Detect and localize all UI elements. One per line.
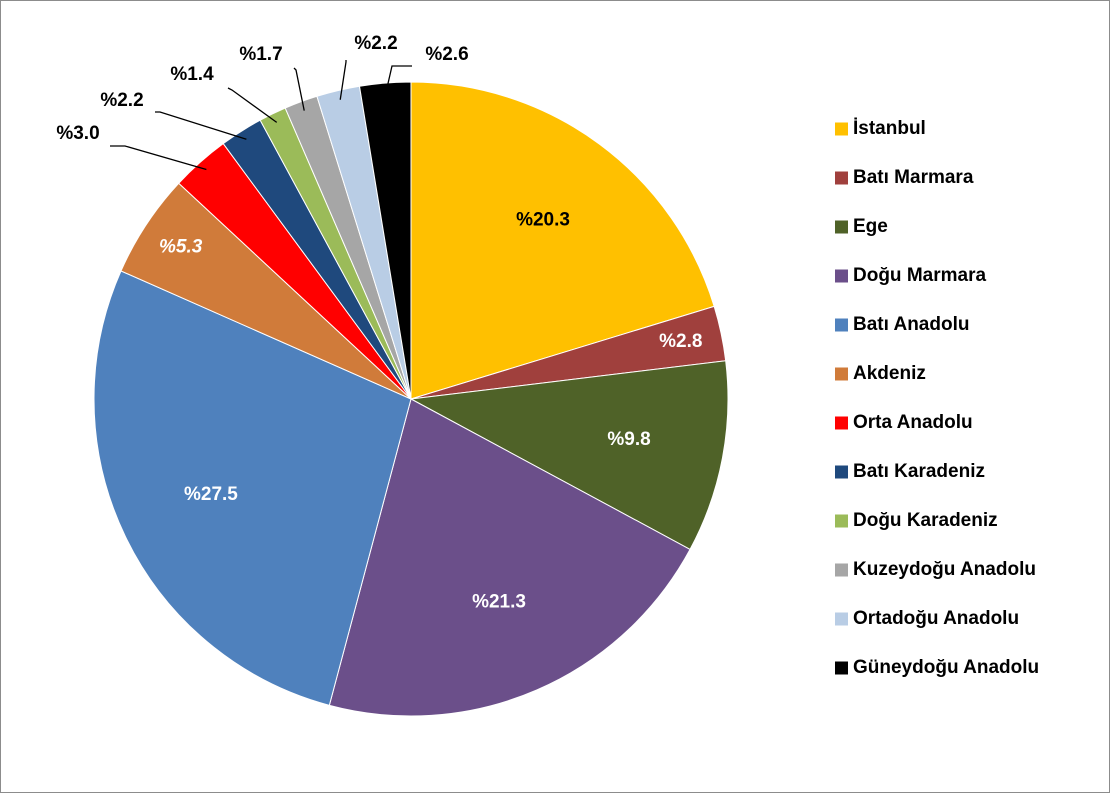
data-label: %9.8 (607, 429, 650, 450)
legend-swatch (835, 416, 848, 430)
data-label: %1.4 (170, 64, 214, 85)
legend-label: Doğu Karadeniz (853, 510, 998, 531)
pie-slice (410, 81, 715, 400)
legend-swatch (835, 612, 848, 626)
legend-swatch (835, 171, 848, 185)
data-label: %5.3 (159, 236, 203, 257)
legend-label: Orta Anadolu (853, 412, 973, 433)
pie-slice (93, 270, 412, 706)
leader-line (339, 60, 347, 100)
legend-swatch (835, 514, 848, 528)
legend-label: Ortadoğu Anadolu (853, 608, 1019, 629)
legend-label: Akdeniz (853, 363, 926, 384)
data-label: %21.3 (472, 592, 526, 613)
legend-label: İstanbul (853, 118, 926, 139)
data-label: %1.7 (239, 44, 282, 65)
data-label: %27.5 (184, 484, 238, 505)
legend-swatch (835, 220, 848, 234)
legend-label: Kuzeydoğu Anadolu (853, 559, 1036, 580)
pie-slice (328, 398, 691, 717)
legend-swatch (835, 563, 848, 577)
leader-line (155, 111, 247, 140)
data-label: %3.0 (56, 123, 99, 144)
legend-label: Doğu Marmara (853, 265, 986, 286)
data-label: %2.2 (100, 90, 143, 111)
legend-swatch (835, 661, 848, 675)
legend-label: Batı Karadeniz (853, 461, 985, 482)
legend-swatch (835, 367, 848, 381)
leader-line (293, 67, 305, 111)
legend-label: Güneydoğu Anadolu (853, 657, 1039, 678)
data-label: %2.6 (425, 44, 468, 65)
data-label: %20.3 (516, 210, 570, 231)
pie-slice (409, 360, 729, 551)
leader-line (227, 87, 278, 123)
data-label: %2.2 (354, 33, 397, 54)
data-label: %2.8 (659, 331, 702, 352)
leader-line (385, 65, 412, 93)
legend-swatch (835, 269, 848, 283)
legend-label: Batı Marmara (853, 167, 974, 188)
legend-swatch (835, 318, 848, 332)
legend-label: Ege (853, 216, 888, 237)
legend-swatch (835, 465, 848, 479)
pie-slice (358, 81, 412, 400)
legend-swatch (835, 122, 848, 136)
legend-label: Batı Anadolu (853, 314, 969, 335)
leader-line (110, 145, 207, 171)
